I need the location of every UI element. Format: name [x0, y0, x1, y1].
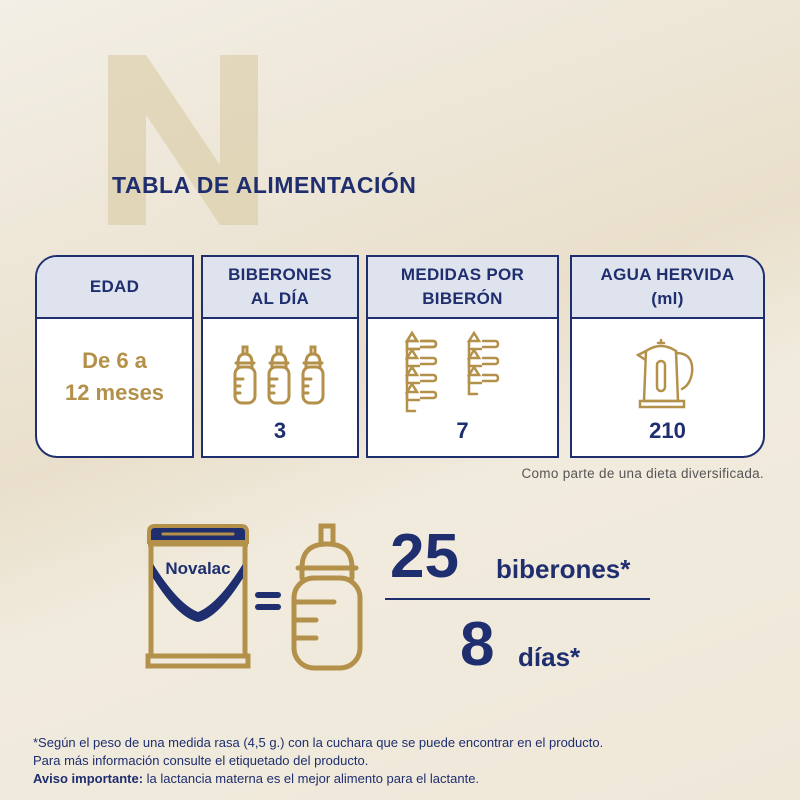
days-unit: días* — [518, 642, 581, 672]
equals-sign — [255, 592, 281, 616]
column-header: EDAD — [37, 257, 192, 319]
column-header: AGUA HERVIDA (ml) — [572, 257, 763, 319]
brand-logo-letter — [108, 55, 258, 225]
kettle-icon — [635, 338, 693, 409]
boiled-water-value: 210 — [649, 418, 686, 443]
fraction-line — [385, 598, 650, 600]
formula-can-icon: Novalac — [145, 524, 251, 669]
bottles-unit: biberones* — [496, 554, 631, 584]
scoops-per-bottle-value: 7 — [456, 418, 469, 443]
days-count: 8 — [460, 610, 495, 679]
table-note: Como parte de una dieta diversificada. — [521, 466, 764, 481]
column-edad: EDAD De 6 a 12 meses — [35, 255, 194, 458]
column-agua: AGUA HERVIDA (ml) 210 — [570, 255, 765, 458]
baby-bottle-icon — [233, 345, 325, 405]
footer-disclaimer: *Según el peso de una medida rasa (4,5 g… — [33, 735, 604, 786]
bottles-count: 25 — [390, 522, 459, 591]
column-header: BIBERONES AL DÍA — [203, 257, 357, 319]
measuring-scoop-icon — [404, 330, 499, 413]
age-value: De 6 a 12 meses — [64, 348, 165, 405]
page-title: TABLA DE ALIMENTACIÓN — [112, 172, 417, 198]
column-medidas: MEDIDAS POR BIBERÓN 7 — [366, 255, 559, 458]
column-header: MEDIDAS POR BIBERÓN — [368, 257, 557, 319]
column-biberones: BIBERONES AL DÍA 3 — [201, 255, 359, 458]
brand-name: Novalac — [165, 559, 230, 578]
bottles-per-day-value: 3 — [273, 418, 287, 443]
baby-bottle-icon — [291, 523, 363, 671]
